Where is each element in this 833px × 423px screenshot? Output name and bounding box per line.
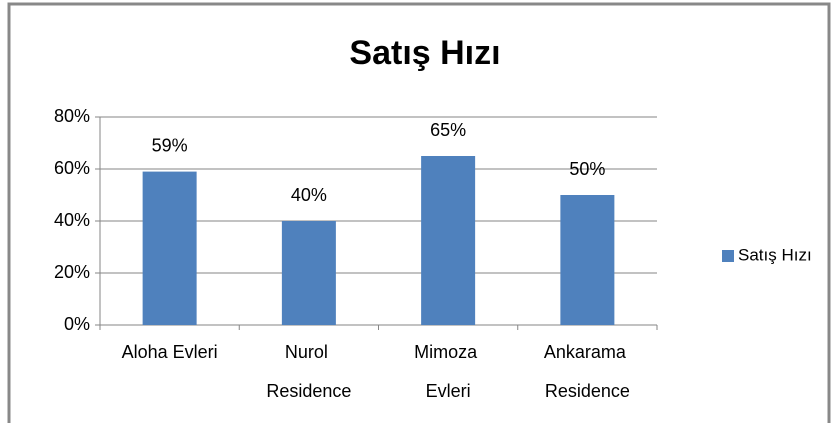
bar — [281, 221, 336, 325]
bar — [560, 195, 615, 325]
x-tick-label: Aloha Evleri — [122, 342, 218, 362]
bar — [142, 171, 197, 325]
legend-label: Satış Hızı — [738, 245, 812, 264]
y-tick-label: 60% — [54, 158, 90, 178]
data-label: 40% — [291, 185, 327, 205]
y-tick-label: 80% — [54, 106, 90, 126]
x-tick-label: Ankarama Residence — [544, 342, 631, 401]
bar — [421, 156, 476, 325]
data-label: 65% — [430, 120, 466, 140]
legend-swatch — [722, 250, 734, 262]
data-label: 59% — [152, 135, 188, 155]
y-tick-label: 20% — [54, 262, 90, 282]
chart-title: Satış Hızı — [349, 34, 500, 72]
x-tick-label: Nurol Residence — [266, 342, 351, 401]
y-tick-label: 40% — [54, 210, 90, 230]
y-tick-label: 0% — [64, 314, 90, 334]
data-label: 50% — [569, 159, 605, 179]
x-tick-label: Mimoza Evleri — [414, 342, 482, 401]
